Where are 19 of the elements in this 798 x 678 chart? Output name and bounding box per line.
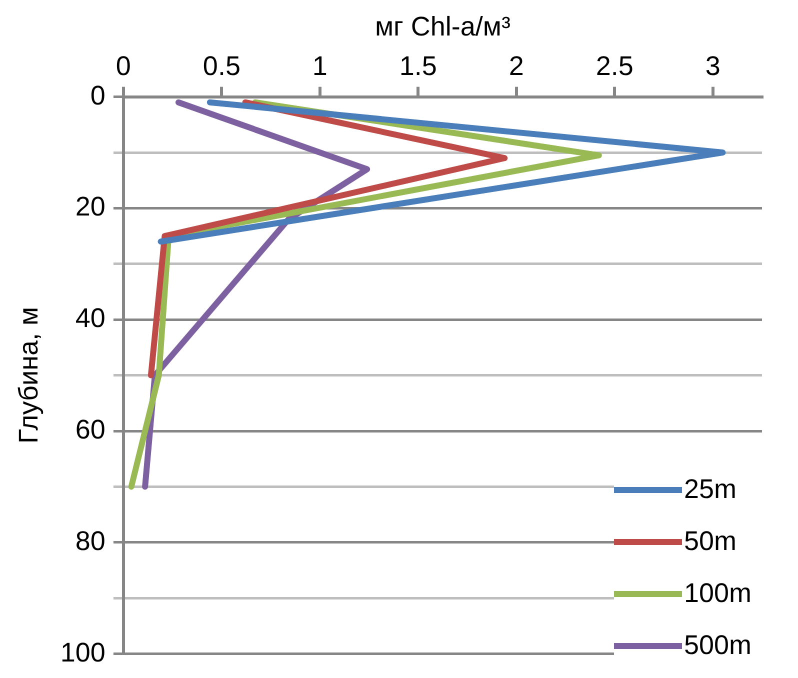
x-tick-label: 1.5 — [399, 51, 437, 82]
legend-label: 25m — [684, 474, 737, 506]
y-tick-label: 60 — [75, 414, 106, 444]
x-tick-label: 2.5 — [596, 51, 634, 82]
x-tick-label: 3 — [705, 51, 720, 82]
y-axis-title: Глубина, м — [14, 306, 44, 444]
legend-label: 100m — [684, 578, 752, 610]
y-tick-label: 80 — [75, 526, 106, 556]
legend-label: 500m — [684, 630, 752, 662]
x-tick-label: 2 — [508, 51, 524, 82]
x-axis-title: мг Chl-a/м³ — [374, 12, 510, 42]
y-tick-label: 100 — [60, 637, 106, 668]
x-tick-label: 0.5 — [202, 51, 240, 82]
y-tick-label: 40 — [75, 303, 106, 334]
y-tick-label: 0 — [90, 80, 106, 110]
x-tick-label: 1 — [312, 51, 328, 82]
y-tick-label: 20 — [75, 192, 106, 222]
legend-label: 50m — [684, 526, 737, 558]
x-tick-label: 0 — [116, 51, 131, 82]
